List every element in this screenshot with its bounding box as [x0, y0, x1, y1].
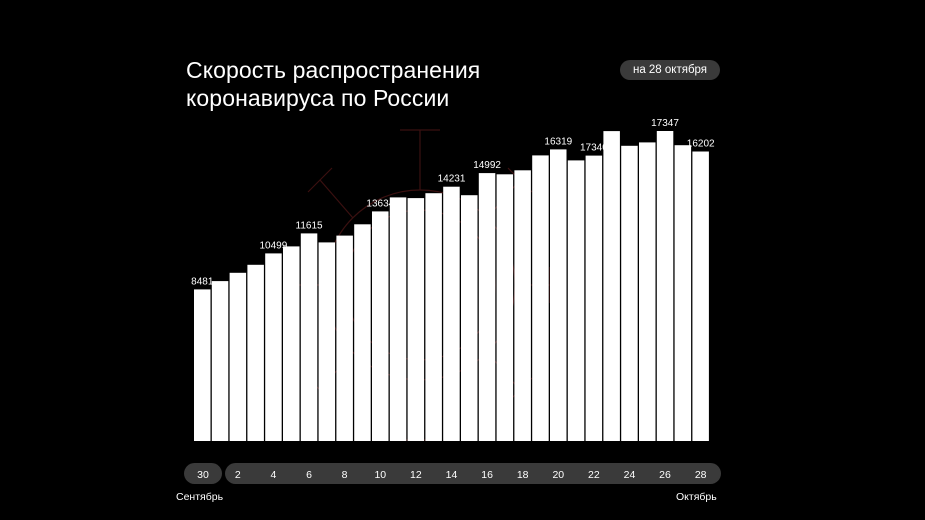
- tick-label-20: 20: [552, 469, 564, 481]
- value-label-10: 13634: [366, 198, 394, 209]
- bar-9: [354, 224, 371, 441]
- bar-17: [496, 174, 514, 442]
- bar-24: [621, 145, 638, 442]
- bar-7: [318, 242, 336, 441]
- bar-6: [300, 233, 318, 441]
- bar-21: [567, 160, 585, 441]
- chart-title-line-1: Скорость распространения: [186, 57, 481, 83]
- tick-label-14: 14: [446, 469, 458, 481]
- bar-16: [478, 173, 496, 441]
- tick-label-28: 28: [695, 469, 707, 481]
- october-axis-pill: [225, 463, 721, 484]
- september-axis-pill: [184, 463, 222, 484]
- bar-1: [211, 281, 229, 441]
- bar-4: [265, 253, 282, 441]
- bar-19: [532, 155, 549, 441]
- chart-title-line-2: коронавируса по России: [186, 85, 450, 111]
- bar-2: [229, 272, 247, 441]
- bar-14: [443, 186, 460, 441]
- tick-label-24: 24: [624, 469, 636, 481]
- x-axis: 30 2 4 6 8 10 12 14 16 18 20 22 24 26 28: [184, 463, 721, 484]
- value-label-16: 14992: [473, 160, 501, 171]
- bar-23: [603, 131, 620, 441]
- value-label-28: 16202: [687, 139, 715, 150]
- bar-30: [194, 289, 211, 441]
- bar-13: [425, 193, 442, 441]
- value-label-6: 11615: [296, 220, 324, 231]
- tick-label-10: 10: [374, 469, 386, 481]
- tick-label-8: 8: [342, 469, 348, 481]
- bar-10: [372, 211, 389, 441]
- value-label-30: 8481: [191, 276, 214, 287]
- tick-label-6: 6: [306, 469, 312, 481]
- tick-label-30: 30: [197, 469, 209, 481]
- bar-28: [692, 151, 709, 441]
- value-labels-group: 8481 10499 11615 13634 14231 14992 16319 17340 1…: [191, 118, 715, 287]
- month-label-september: Сентябрь: [176, 491, 224, 503]
- date-badge: на 28 октября: [620, 60, 720, 80]
- tick-label-2: 2: [235, 469, 241, 481]
- bar-25: [639, 142, 656, 441]
- bar-20: [550, 149, 567, 441]
- value-label-14: 14231: [438, 174, 466, 185]
- chart-title: Скорость распространения коронавируса по…: [186, 56, 480, 112]
- bar-12: [407, 198, 425, 441]
- bar-8: [336, 235, 353, 441]
- tick-label-18: 18: [517, 469, 529, 481]
- tick-label-26: 26: [659, 469, 671, 481]
- bar-11: [389, 197, 407, 441]
- bar-22: [585, 155, 603, 441]
- tick-label-16: 16: [481, 469, 493, 481]
- bar-15: [461, 195, 478, 441]
- value-label-26: 17347: [651, 118, 679, 129]
- value-label-20: 16319: [544, 136, 572, 147]
- tick-label-12: 12: [410, 469, 422, 481]
- bar-5: [283, 246, 300, 441]
- bar-27: [674, 145, 692, 441]
- bar-18: [514, 170, 531, 442]
- tick-label-22: 22: [588, 469, 600, 481]
- bars-group: [194, 131, 709, 442]
- bar-3: [247, 264, 264, 441]
- tick-label-4: 4: [270, 469, 276, 481]
- value-label-22: 17340: [580, 143, 608, 154]
- bar-26: [656, 131, 674, 441]
- month-label-october: Октябрь: [676, 491, 717, 503]
- value-label-4: 10499: [259, 240, 287, 251]
